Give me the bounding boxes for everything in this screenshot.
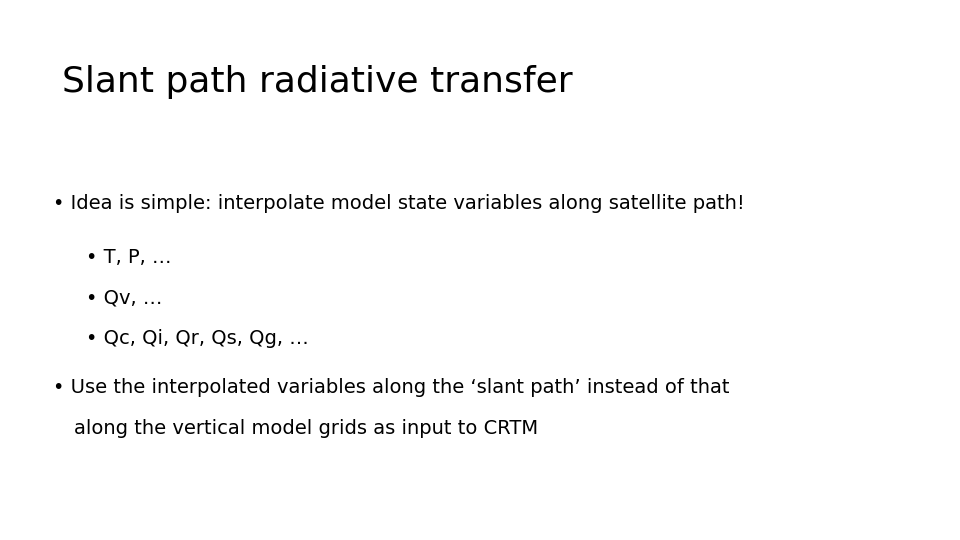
Text: • Qv, …: • Qv, … — [86, 289, 163, 308]
Text: along the vertical model grids as input to CRTM: along the vertical model grids as input … — [74, 418, 538, 437]
Text: • Qc, Qi, Qr, Qs, Qg, …: • Qc, Qi, Qr, Qs, Qg, … — [86, 329, 309, 348]
Text: • Idea is simple: interpolate model state variables along satellite path!: • Idea is simple: interpolate model stat… — [53, 194, 745, 213]
Text: • Use the interpolated variables along the ‘slant path’ instead of that: • Use the interpolated variables along t… — [53, 378, 730, 397]
Text: Slant path radiative transfer: Slant path radiative transfer — [62, 65, 573, 99]
Text: • T, P, …: • T, P, … — [86, 248, 172, 267]
